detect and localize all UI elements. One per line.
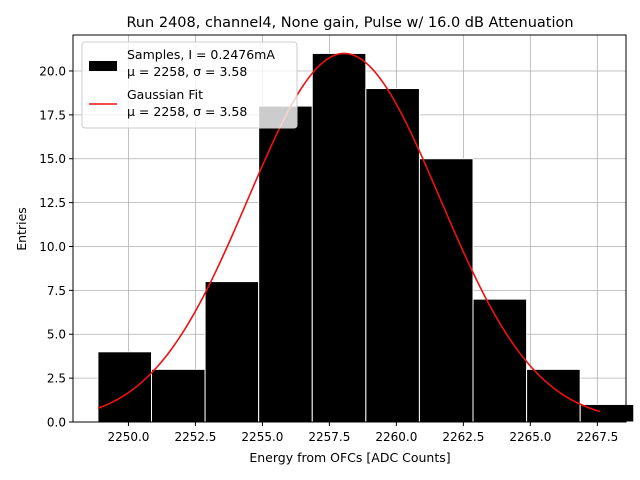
y-tick-label: 5.0 <box>47 328 66 342</box>
y-tick-label: 17.5 <box>39 108 66 122</box>
legend-samples-label: Samples, I = 0.2476mA <box>127 47 275 62</box>
legend-fit-stats: μ = 2258, σ = 3.58 <box>127 104 247 119</box>
legend-fit-label: Gaussian Fit <box>127 87 203 102</box>
y-tick-label: 7.5 <box>47 284 66 298</box>
histogram-bar <box>97 351 153 423</box>
histogram-bar <box>204 281 260 423</box>
histogram-bar <box>365 88 420 423</box>
x-tick-label: 2267.5 <box>576 430 618 444</box>
histogram-bar <box>151 368 206 423</box>
y-tick-label: 2.5 <box>47 372 66 386</box>
y-tick-label: 12.5 <box>39 196 66 210</box>
histogram-bar <box>258 105 313 423</box>
histogram-bar <box>472 298 528 423</box>
x-axis-label: Energy from OFCs [ADC Counts] <box>249 450 450 465</box>
y-axis-label: Entries <box>14 207 29 251</box>
x-tick-label: 2257.5 <box>308 430 350 444</box>
y-tick-label: 0.0 <box>47 416 66 430</box>
legend-frame <box>81 41 298 129</box>
gaussian-fit-curve <box>97 52 601 413</box>
x-axis-ticks: 2250.0 2252.5 2255.0 2257.5 2260.0 2262.5 2265… <box>107 422 618 444</box>
legend: Samples, I = 0.2476mA μ = 2258, σ = 3.58… <box>81 41 298 129</box>
histogram-bar <box>418 158 474 423</box>
histogram-bar <box>311 52 367 423</box>
x-tick-label: 2255.0 <box>241 430 283 444</box>
chart-title: Run 2408, channel4, None gain, Pulse w/ … <box>126 15 573 31</box>
legend-samples-stats: μ = 2258, σ = 3.58 <box>127 64 247 79</box>
x-tick-label: 2252.5 <box>174 430 216 444</box>
x-tick-label: 2265.0 <box>509 430 551 444</box>
histogram-bars <box>97 52 635 423</box>
y-tick-label: 20.0 <box>39 64 66 78</box>
histogram-bar <box>526 368 581 423</box>
x-tick-label: 2250.0 <box>107 430 149 444</box>
x-tick-label: 2260.0 <box>375 430 417 444</box>
y-tick-label: 10.0 <box>39 240 66 254</box>
y-tick-label: 15.0 <box>39 152 66 166</box>
legend-samples-swatch <box>89 61 117 71</box>
plot-frame <box>72 34 627 423</box>
x-tick-label: 2262.5 <box>442 430 484 444</box>
y-axis-ticks: 0.0 2.5 5.0 7.5 10.0 12.5 15.0 17.5 20.0 <box>39 64 73 430</box>
